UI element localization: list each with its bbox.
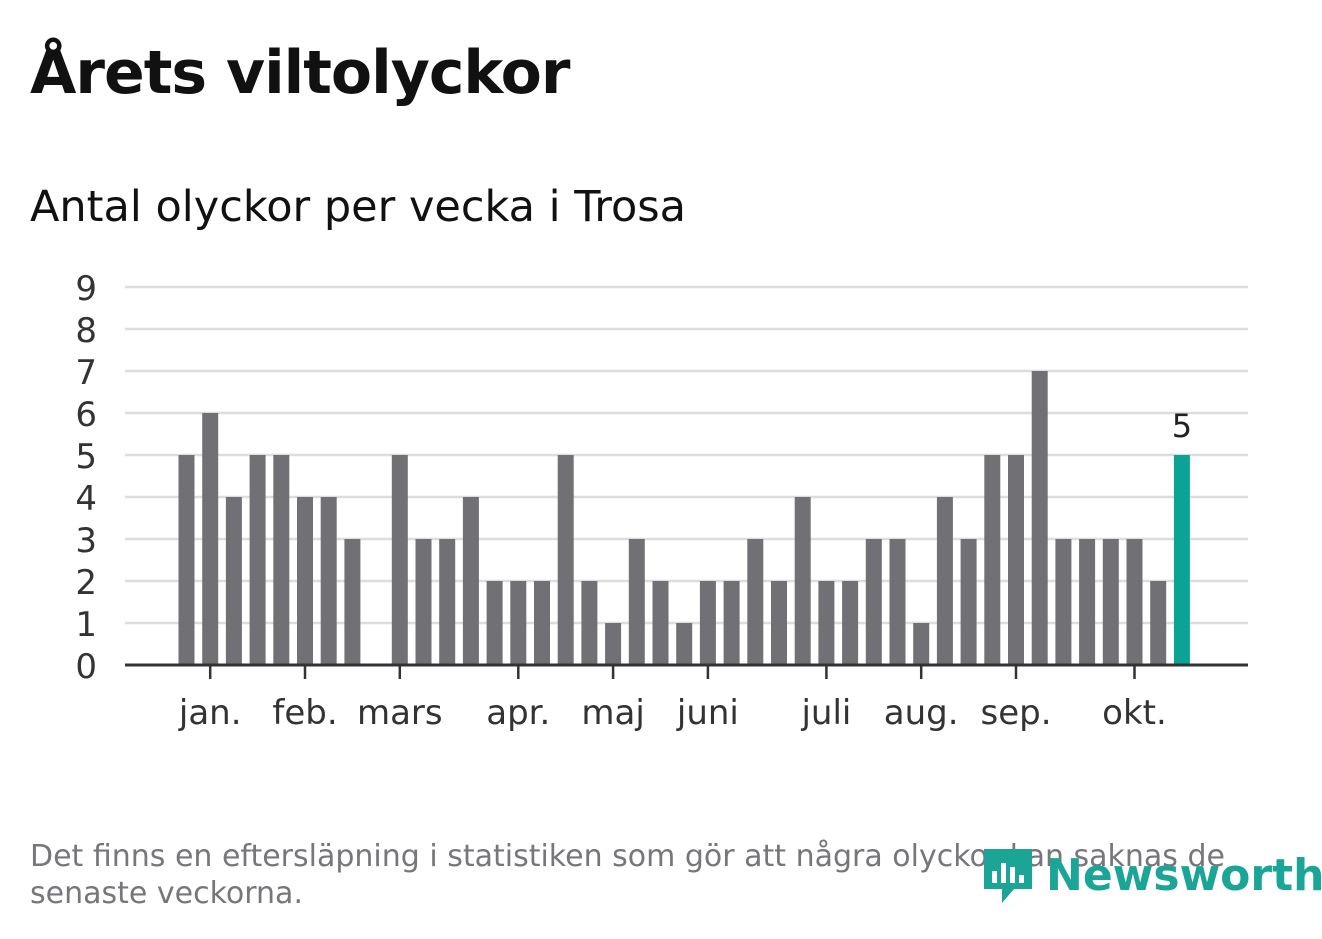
bar	[1126, 539, 1143, 665]
bar	[1055, 539, 1072, 665]
y-tick-label: 1	[75, 605, 97, 645]
bar	[818, 581, 835, 665]
x-tick-label: jan.	[178, 693, 242, 733]
bar	[510, 581, 527, 665]
bar	[273, 455, 290, 665]
y-tick-label: 6	[75, 395, 97, 435]
newsworthy-logo: Newsworthy	[980, 845, 1322, 905]
chart-subtitle: Antal olyckor per vecka i Trosa	[30, 182, 687, 232]
bar	[771, 581, 787, 665]
newsworthy-logo-icon	[984, 849, 1032, 903]
bar	[1079, 539, 1096, 665]
bar	[202, 413, 219, 665]
bar	[676, 623, 693, 665]
bar	[297, 497, 313, 665]
bar	[889, 539, 906, 665]
bar	[913, 623, 930, 665]
bar	[984, 455, 1001, 665]
y-tick-label: 7	[75, 353, 97, 393]
bar	[794, 497, 811, 665]
bar	[462, 497, 479, 665]
x-tick-label: okt.	[1102, 693, 1167, 733]
x-tick-label: aug.	[884, 693, 959, 733]
bar	[249, 455, 266, 665]
bar	[699, 581, 716, 665]
x-tick-label: maj	[581, 693, 644, 733]
x-tick-label: feb.	[272, 693, 337, 733]
bar	[652, 581, 669, 665]
x-tick-label: sep.	[980, 693, 1051, 733]
bar	[1008, 455, 1024, 665]
chart-title: Årets viltolyckor	[30, 38, 570, 108]
bar	[178, 455, 195, 665]
bar	[605, 623, 622, 665]
y-tick-label: 8	[75, 311, 97, 351]
bar	[557, 455, 574, 665]
bar	[415, 539, 432, 665]
bar	[936, 497, 953, 665]
bar	[320, 497, 337, 665]
bar	[534, 581, 550, 665]
y-tick-label: 5	[75, 437, 97, 477]
x-tick-label: apr.	[486, 693, 550, 733]
bar	[581, 581, 598, 665]
y-tick-label: 9	[75, 269, 97, 309]
bar	[723, 581, 740, 665]
bar	[1102, 539, 1119, 665]
bar	[1031, 371, 1048, 665]
highlight-bar	[1173, 455, 1190, 665]
bar	[1150, 581, 1167, 665]
x-tick-label: mars	[357, 693, 443, 733]
bar	[225, 497, 242, 665]
bar	[344, 539, 361, 665]
bar	[865, 539, 882, 665]
bar	[439, 539, 456, 665]
logo-text: Newsworthy	[1046, 849, 1322, 901]
x-tick-label: juli	[800, 693, 851, 733]
bar	[486, 581, 503, 665]
bar	[842, 581, 859, 665]
y-tick-label: 3	[75, 521, 97, 561]
highlight-value-label: 5	[1172, 407, 1192, 445]
bar	[391, 455, 408, 665]
bar	[628, 539, 645, 665]
y-tick-label: 0	[75, 647, 97, 687]
y-tick-label: 4	[75, 479, 97, 519]
bar	[747, 539, 764, 665]
y-tick-label: 2	[75, 563, 97, 603]
x-tick-label: juni	[676, 693, 739, 733]
bar	[960, 539, 977, 665]
